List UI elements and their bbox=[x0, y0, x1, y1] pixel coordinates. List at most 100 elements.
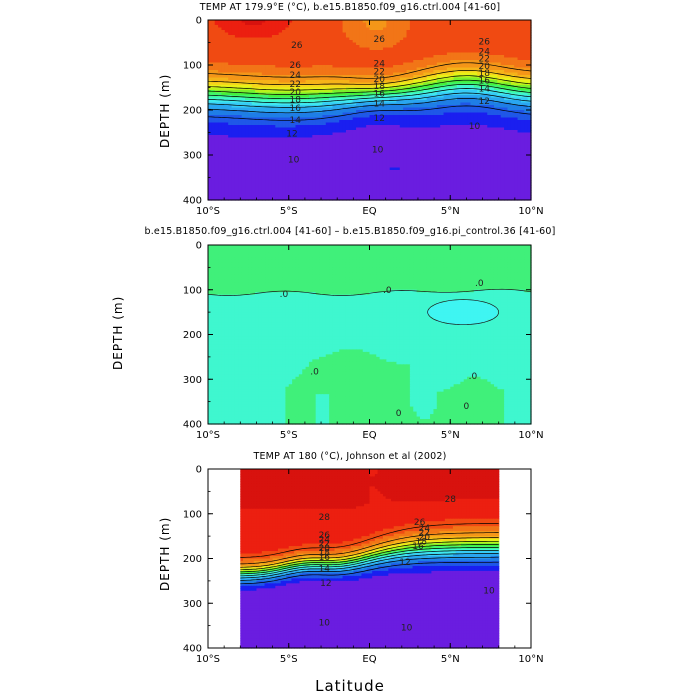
contour-label: 10 bbox=[469, 122, 481, 132]
contour-fill bbox=[208, 20, 532, 201]
contour-label: 16 bbox=[373, 89, 385, 99]
x-tick-label: 10°N bbox=[518, 206, 543, 217]
contour-label: 0 bbox=[396, 409, 402, 419]
contour-label: 28 bbox=[445, 495, 457, 505]
y-tick-label: 100 bbox=[183, 509, 202, 520]
x-tick-label: 10°N bbox=[518, 430, 543, 441]
y-axis-label: DEPTH (m) bbox=[111, 296, 125, 370]
chart-svg-difference: 10°S 5°S EQ 5°N 10°N 0 100 200 300 400 .0 .0 .0 .0 .0 0… bbox=[183, 241, 544, 442]
chart-title: b.e15.B1850.f09_g16.ctrl.004 [41-60] – b… bbox=[0, 226, 700, 237]
x-tick-label: 10°S bbox=[196, 430, 220, 441]
contour-label: 0 bbox=[464, 402, 470, 412]
contour-label: 24 bbox=[478, 48, 490, 58]
y-axis-label: DEPTH (m) bbox=[158, 74, 172, 148]
y-tick-label: 100 bbox=[183, 285, 202, 296]
contour-label: 26 bbox=[319, 531, 331, 541]
contour-label: 18 bbox=[289, 96, 301, 106]
chart-panel-model-temperature: 10°S 5°S EQ 5°N 10°N 0 100 200 300 400 26 26 24 22 20 1… bbox=[0, 0, 700, 230]
contour-label: 14 bbox=[373, 100, 385, 110]
contour-label: 24 bbox=[319, 535, 331, 545]
contour-label: 10 bbox=[288, 156, 300, 166]
y-tick-label: 400 bbox=[183, 644, 202, 655]
y-tick-label: 0 bbox=[196, 16, 202, 27]
contour-line bbox=[240, 561, 499, 585]
contour-line bbox=[207, 62, 532, 79]
contour-line bbox=[207, 79, 532, 95]
contour-label: 12 bbox=[478, 97, 489, 107]
contour-line bbox=[240, 540, 499, 571]
contour-label: 16 bbox=[478, 76, 490, 86]
contour-label: .0 bbox=[310, 368, 319, 378]
contour-line bbox=[240, 537, 499, 568]
contour-label: 10 bbox=[319, 619, 331, 629]
contour-line bbox=[240, 547, 499, 575]
contour-label: 16 bbox=[289, 104, 301, 114]
chart-title: TEMP AT 180 (°C), Johnson et al (2002) bbox=[0, 451, 700, 462]
contour-line bbox=[207, 84, 532, 100]
y-tick-label: 0 bbox=[196, 241, 202, 252]
contour-label: 22 bbox=[319, 540, 330, 550]
chart-panel-difference: 10°S 5°S EQ 5°N 10°N 0 100 200 300 400 .0 .0 .0 .0 .0 0… bbox=[0, 222, 700, 452]
contour-label: 24 bbox=[289, 71, 301, 81]
contour-label: 20 bbox=[419, 533, 431, 543]
y-tick-label: 400 bbox=[183, 196, 202, 207]
x-tick-label: EQ bbox=[362, 654, 376, 665]
contour-label: .0 bbox=[383, 286, 392, 296]
contour-label: 22 bbox=[478, 55, 489, 65]
contour-label: 12 bbox=[373, 114, 384, 124]
contour-label: 18 bbox=[319, 549, 331, 559]
contour-line bbox=[240, 532, 499, 565]
contour-label: .0 bbox=[280, 290, 289, 300]
contour-label: 16 bbox=[319, 553, 331, 563]
x-tick-label: 5°S bbox=[280, 654, 298, 665]
contour-line bbox=[240, 523, 499, 558]
contour-lines bbox=[207, 62, 532, 121]
zero-contours bbox=[207, 288, 532, 326]
y-tick-label: 300 bbox=[183, 151, 202, 162]
zero-contour-line bbox=[207, 288, 532, 296]
contour-label: 10 bbox=[372, 146, 384, 156]
contour-label: 16 bbox=[412, 542, 424, 552]
contour-line bbox=[240, 556, 499, 581]
y-tick-label: 400 bbox=[183, 420, 202, 431]
contour-label: 24 bbox=[419, 524, 431, 534]
contour-fill bbox=[240, 469, 500, 649]
chart-panel-observed-temperature: 10°S 5°S EQ 5°N 10°N 0 100 200 300 400 28 28 26 24 22 2… bbox=[0, 444, 700, 674]
y-tick-label: 200 bbox=[183, 330, 202, 341]
contour-label: 12 bbox=[320, 579, 331, 589]
contour-line bbox=[207, 105, 532, 121]
contour-line bbox=[240, 553, 499, 579]
contour-line bbox=[240, 544, 499, 573]
contour-line bbox=[207, 75, 532, 91]
contour-line bbox=[207, 88, 532, 104]
contour-label: 12 bbox=[399, 558, 410, 568]
contour-label: 20 bbox=[289, 88, 301, 98]
contour-lines bbox=[240, 523, 499, 585]
x-axis-label: Latitude bbox=[0, 677, 700, 695]
y-tick-label: 300 bbox=[183, 375, 202, 386]
y-axis-label: DEPTH (m) bbox=[158, 517, 172, 591]
y-tick-label: 300 bbox=[183, 599, 202, 610]
contour-label: .0 bbox=[469, 372, 478, 382]
zero-contour-line bbox=[427, 299, 500, 326]
y-tick-label: 100 bbox=[183, 61, 202, 72]
contour-label: 22 bbox=[419, 529, 430, 539]
contour-label: 10 bbox=[483, 587, 495, 597]
x-tick-label: 5°N bbox=[441, 430, 460, 441]
contour-label: 26 bbox=[289, 61, 301, 71]
contour-label: 20 bbox=[373, 75, 385, 85]
contour-label: 18 bbox=[373, 82, 385, 92]
contour-label: 14 bbox=[478, 84, 490, 94]
x-tick-label: 5°S bbox=[280, 430, 298, 441]
x-tick-label: 5°N bbox=[441, 654, 460, 665]
x-tick-label: EQ bbox=[362, 430, 376, 441]
contour-label: 26 bbox=[414, 518, 426, 528]
contour-line bbox=[207, 98, 532, 114]
contour-label: 22 bbox=[289, 80, 300, 90]
contour-line bbox=[207, 69, 532, 86]
x-tick-label: 10°S bbox=[196, 654, 220, 665]
contour-label: 26 bbox=[291, 41, 303, 51]
contour-label: 18 bbox=[415, 538, 427, 548]
contour-label: 26 bbox=[478, 38, 490, 48]
